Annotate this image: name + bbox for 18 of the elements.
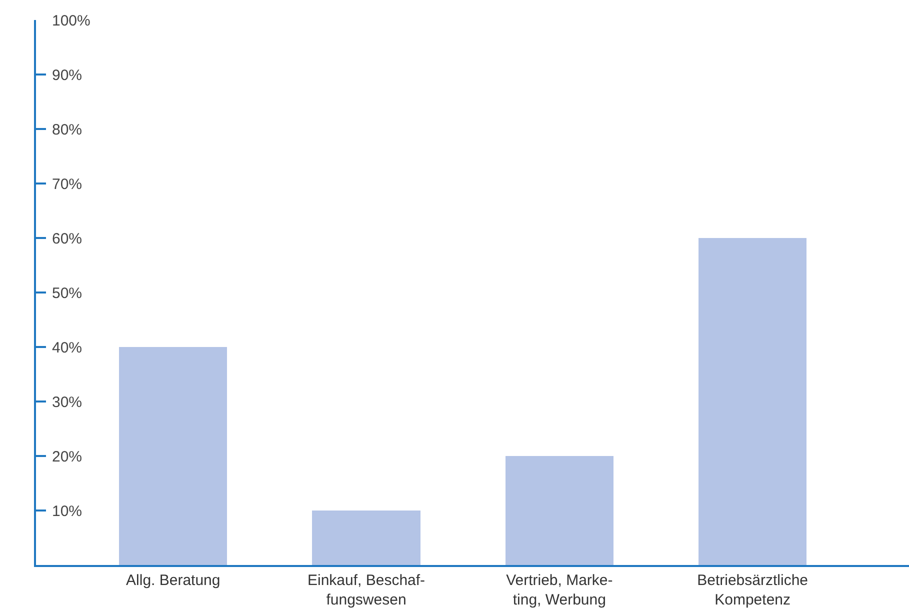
bar — [505, 456, 614, 565]
bar — [312, 510, 420, 565]
y-tick-label: 80% — [52, 121, 82, 138]
y-tick-label: 60% — [52, 230, 82, 248]
x-tick-label: Allg. Beratung — [126, 572, 220, 589]
bar — [119, 347, 228, 565]
y-tick-label: 20% — [52, 448, 82, 466]
y-tick-label: 100% — [52, 12, 90, 30]
x-tick-label: Vertrieb, Marke- ting, Werbung — [506, 572, 613, 608]
y-tick-label: 10% — [52, 502, 82, 520]
y-tick-label: 50% — [52, 284, 82, 302]
y-tick-label: 30% — [52, 394, 82, 411]
x-tick-label: Betriebsärztliche Kompetenz — [697, 572, 808, 608]
y-tick-label: 70% — [52, 176, 82, 193]
y-tick-label: 90% — [52, 66, 82, 84]
bar — [698, 238, 807, 565]
x-tick-label: Einkauf, Beschaf- fungswesen — [307, 572, 426, 608]
y-tick-label: 40% — [52, 339, 82, 356]
